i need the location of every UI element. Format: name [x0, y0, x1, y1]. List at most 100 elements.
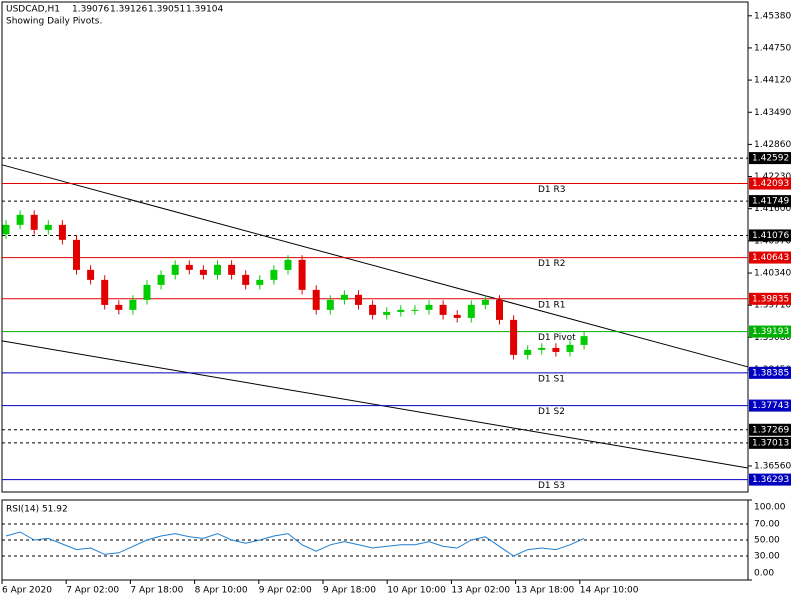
pivot-name: D1 S3 [538, 481, 565, 491]
pivot-box [749, 399, 791, 412]
pivot-label: 1.39193 [752, 327, 789, 337]
candle-body [411, 309, 419, 311]
level-label: 1.41749 [752, 197, 789, 207]
x-tick-label: 7 Apr 02:00 [66, 586, 119, 596]
subtitle: Showing Daily Pivots. [6, 17, 102, 27]
x-tick-label: 9 Apr 18:00 [323, 586, 376, 596]
candle-body [2, 224, 10, 235]
level-label: 1.37013 [752, 438, 789, 448]
candle-body [510, 319, 518, 355]
candle-body [256, 279, 264, 285]
candle-body [58, 224, 66, 240]
y-tick-label: 1.39080 [754, 333, 791, 343]
pivot-box [749, 325, 791, 338]
pivot-name: D1 R2 [538, 259, 566, 269]
candle-body [228, 264, 236, 275]
pivot-box [749, 292, 791, 305]
candle-body [552, 347, 560, 352]
candle-body [185, 264, 193, 270]
pivot-label: 1.37743 [752, 401, 789, 411]
candle-body [115, 304, 123, 310]
y-tick-label: 1.45380 [754, 11, 791, 21]
candle-body [566, 344, 574, 352]
pivot-label: 1.38385 [752, 368, 789, 378]
candle-body [171, 264, 179, 275]
level-box [749, 195, 791, 208]
pivot-box [749, 366, 791, 379]
level-label: 1.42592 [752, 154, 789, 164]
pivot-box [749, 251, 791, 264]
pivot-name: D1 Pivot [538, 333, 576, 343]
rsi-line [5, 531, 585, 557]
pivot-label: 1.36293 [752, 475, 789, 485]
candle-body [101, 279, 109, 305]
level-box [749, 423, 791, 436]
x-tick-label: 8 Apr 10:00 [195, 586, 248, 596]
level-box [749, 436, 791, 449]
candle-body [538, 347, 546, 350]
main-frame [1, 1, 749, 493]
y-tick-label: 1.40340 [754, 269, 791, 279]
y-tick-label: 30.00 [754, 552, 780, 562]
header-value: 1.39104 [186, 5, 223, 15]
y-tick-label: 1.39710 [754, 301, 791, 311]
candle-body [30, 214, 38, 230]
candle-body [453, 314, 461, 318]
y-tick-label: 1.36560 [754, 461, 791, 471]
candle-body [16, 214, 24, 225]
y-tick-label: 1.42860 [754, 140, 791, 150]
candle-body [369, 304, 377, 315]
candle-body [340, 294, 348, 300]
candle-body [129, 299, 137, 310]
level-label: 1.37269 [752, 425, 789, 435]
x-tick-label: 9 Apr 02:00 [259, 586, 312, 596]
header-value: 1.39126 [110, 5, 147, 15]
trendline [1, 340, 749, 469]
rsi-title: RSI(14) 51.92 [6, 505, 68, 515]
candle-body [143, 284, 151, 300]
x-tick-label: 13 Apr 18:00 [516, 586, 575, 596]
y-tick-label: 1.44750 [754, 43, 791, 53]
symbol: USDCAD,H1 [6, 5, 60, 15]
level-box [749, 229, 791, 242]
level-box [749, 152, 791, 165]
candle-body [425, 304, 433, 310]
candle-body [284, 259, 292, 270]
pivot-name: D1 R3 [538, 185, 566, 195]
candle-body [270, 269, 278, 280]
candle-body [242, 274, 250, 285]
pivot-label: 1.42093 [752, 179, 789, 189]
y-tick-label: 1.44120 [754, 76, 791, 86]
trendline [1, 164, 749, 368]
candle-body [312, 289, 320, 310]
x-tick-label: 14 Apr 10:00 [580, 586, 639, 596]
candle-body [397, 309, 405, 312]
candle-body [496, 299, 503, 320]
candle-body [157, 274, 165, 285]
x-tick-label: 13 Apr 02:00 [451, 586, 510, 596]
pivot-box [749, 177, 791, 190]
level-label: 1.41076 [752, 231, 789, 241]
x-tick-label: 7 Apr 18:00 [130, 586, 183, 596]
pivot-label: 1.39835 [752, 294, 789, 304]
pivot-name: D1 S2 [538, 407, 565, 417]
candle-body [44, 224, 52, 230]
y-tick-label: 50.00 [754, 536, 780, 546]
candle-body [326, 299, 334, 310]
y-tick-label: 1.43490 [754, 108, 791, 118]
candle-body [214, 264, 221, 275]
pivot-name: D1 R1 [538, 300, 566, 310]
x-tick-label: 10 Apr 10:00 [387, 586, 446, 596]
header-value: 1.39076 [72, 5, 109, 15]
candle-body [199, 269, 207, 275]
candle-body [73, 239, 80, 270]
y-tick-label: 70.00 [754, 520, 780, 530]
candle-body [439, 304, 447, 315]
candle-body [467, 304, 475, 318]
pivot-box [749, 473, 791, 486]
y-tick-label: 100.00 [754, 503, 786, 513]
candle-body [383, 311, 391, 315]
candle-body [524, 349, 532, 355]
candle-body [298, 259, 306, 290]
